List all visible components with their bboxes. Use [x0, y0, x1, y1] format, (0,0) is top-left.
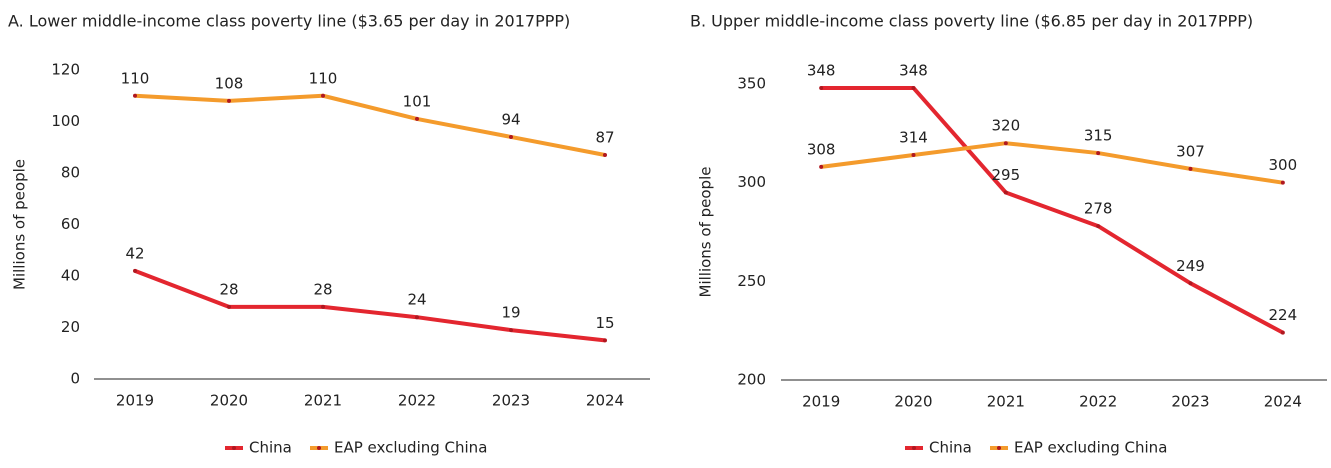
data-label: 101 [403, 92, 432, 110]
y-tick-label: 20 [61, 318, 80, 336]
point [1188, 281, 1193, 286]
legend-label: China [249, 439, 292, 457]
point [1003, 141, 1008, 146]
data-label: 15 [595, 314, 614, 332]
point [321, 93, 325, 98]
legend-dot [317, 446, 321, 450]
point [911, 153, 916, 158]
data-label: 28 [219, 280, 238, 298]
point [1188, 166, 1193, 171]
x-tick-label: 2023 [1171, 393, 1209, 411]
data-label: 42 [125, 244, 144, 262]
legend-dot [912, 446, 916, 450]
chart: A. Lower middle-income class poverty lin… [8, 12, 650, 457]
point [509, 134, 513, 139]
point [1280, 330, 1285, 335]
data-label: 28 [313, 280, 332, 298]
point [1003, 190, 1008, 195]
point [133, 93, 137, 98]
data-label: 108 [215, 74, 244, 92]
data-label: 87 [595, 128, 614, 146]
legend-label: EAP excluding China [334, 439, 487, 457]
y-tick-label: 0 [70, 370, 80, 388]
point [603, 338, 607, 343]
data-label: 314 [899, 129, 928, 147]
point [819, 164, 824, 169]
data-label: 19 [501, 304, 520, 322]
point [819, 85, 824, 90]
data-label: 278 [1084, 200, 1113, 218]
series-line [820, 141, 1284, 185]
point [603, 152, 607, 157]
point [911, 85, 916, 90]
y-tick-label: 300 [737, 173, 766, 191]
data-label: 307 [1176, 142, 1205, 160]
x-tick-label: 2022 [398, 392, 436, 410]
x-tick-label: 2021 [987, 393, 1025, 411]
chart-title: A. Lower middle-income class poverty lin… [8, 12, 570, 31]
legend-label: China [929, 439, 972, 457]
point [1096, 151, 1101, 156]
data-label: 320 [992, 117, 1021, 135]
x-tick-label: 2023 [492, 392, 530, 410]
series-line [821, 85, 1284, 335]
y-axis-label: Millions of people [697, 167, 715, 298]
point [227, 304, 231, 309]
x-tick-label: 2022 [1079, 393, 1117, 411]
data-label: 348 [899, 61, 928, 79]
series-line [134, 268, 606, 343]
point [321, 304, 325, 309]
point [227, 98, 231, 103]
data-label: 300 [1269, 156, 1298, 174]
data-label: 249 [1176, 257, 1205, 275]
data-label: 24 [407, 291, 426, 309]
y-tick-label: 250 [737, 272, 766, 290]
y-tick-label: 120 [51, 61, 80, 79]
data-label: 308 [807, 140, 836, 158]
data-label: 295 [992, 166, 1021, 184]
data-label: 224 [1269, 306, 1298, 324]
point [509, 328, 513, 333]
y-tick-label: 60 [61, 215, 80, 233]
x-tick-label: 2024 [1264, 393, 1302, 411]
point [1096, 224, 1101, 229]
x-tick-label: 2021 [304, 392, 342, 410]
data-label: 94 [501, 110, 520, 128]
series-line [134, 93, 606, 157]
x-tick-label: 2024 [586, 392, 624, 410]
x-tick-label: 2020 [210, 392, 248, 410]
chart: B. Upper middle-income class poverty lin… [690, 12, 1327, 457]
y-tick-label: 80 [61, 164, 80, 182]
chart-title: B. Upper middle-income class poverty lin… [690, 12, 1253, 31]
point [1280, 180, 1285, 185]
y-tick-label: 40 [61, 267, 80, 285]
legend-dot [997, 446, 1001, 450]
x-tick-label: 2019 [116, 392, 154, 410]
point [415, 116, 419, 121]
data-label: 348 [807, 61, 836, 79]
y-tick-label: 100 [51, 112, 80, 130]
point [415, 315, 419, 320]
legend-label: EAP excluding China [1014, 439, 1167, 457]
data-label: 110 [121, 69, 150, 87]
x-tick-label: 2019 [802, 393, 840, 411]
y-tick-label: 200 [737, 371, 766, 389]
point [133, 268, 137, 273]
data-label: 110 [309, 69, 338, 87]
x-tick-label: 2020 [894, 393, 932, 411]
y-tick-label: 350 [737, 75, 766, 93]
y-axis-label: Millions of people [11, 159, 29, 290]
legend-dot [232, 446, 236, 450]
data-label: 315 [1084, 127, 1113, 145]
